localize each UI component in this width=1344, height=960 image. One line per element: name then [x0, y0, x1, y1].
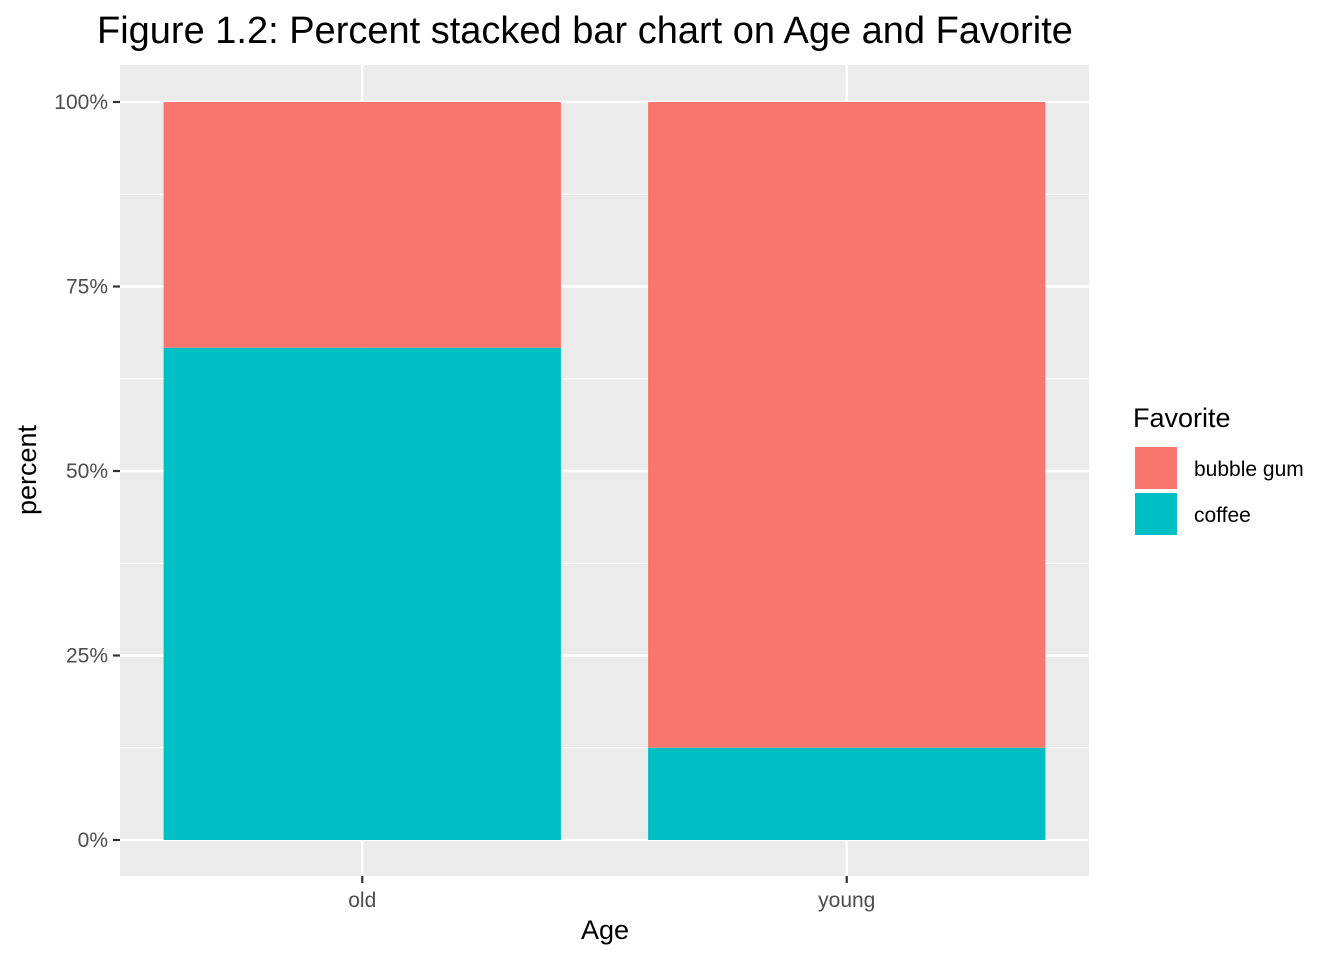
y-tick-label: 50% — [66, 460, 108, 483]
y-axis-title: percent — [12, 424, 42, 515]
legend-label: bubble gum — [1194, 458, 1304, 481]
bar-old-coffee — [163, 347, 561, 840]
chart-title: Figure 1.2: Percent stacked bar chart on… — [97, 10, 1073, 52]
x-axis-title: Age — [581, 915, 629, 945]
y-tick-label: 25% — [66, 645, 108, 668]
legend-label: coffee — [1194, 504, 1251, 527]
legend-title: Favorite — [1133, 403, 1231, 433]
bar-old-bubble-gum — [163, 102, 561, 348]
x-tick-label: young — [818, 889, 875, 912]
x-tick-label: old — [348, 889, 376, 912]
x-axis: old young — [348, 876, 875, 912]
y-axis: 0% 25% 50% 75% 100% — [54, 91, 120, 852]
legend-key-bubble-gum — [1135, 447, 1177, 489]
y-tick-label: 0% — [78, 829, 108, 852]
y-tick-label: 75% — [66, 276, 108, 299]
bar-young-bubble-gum — [648, 102, 1046, 748]
legend: Favorite bubble gum coffee — [1133, 403, 1304, 535]
y-tick-label: 100% — [54, 91, 108, 114]
bar-young-coffee — [648, 747, 1046, 840]
legend-key-coffee — [1135, 493, 1177, 535]
bars — [163, 102, 1046, 840]
